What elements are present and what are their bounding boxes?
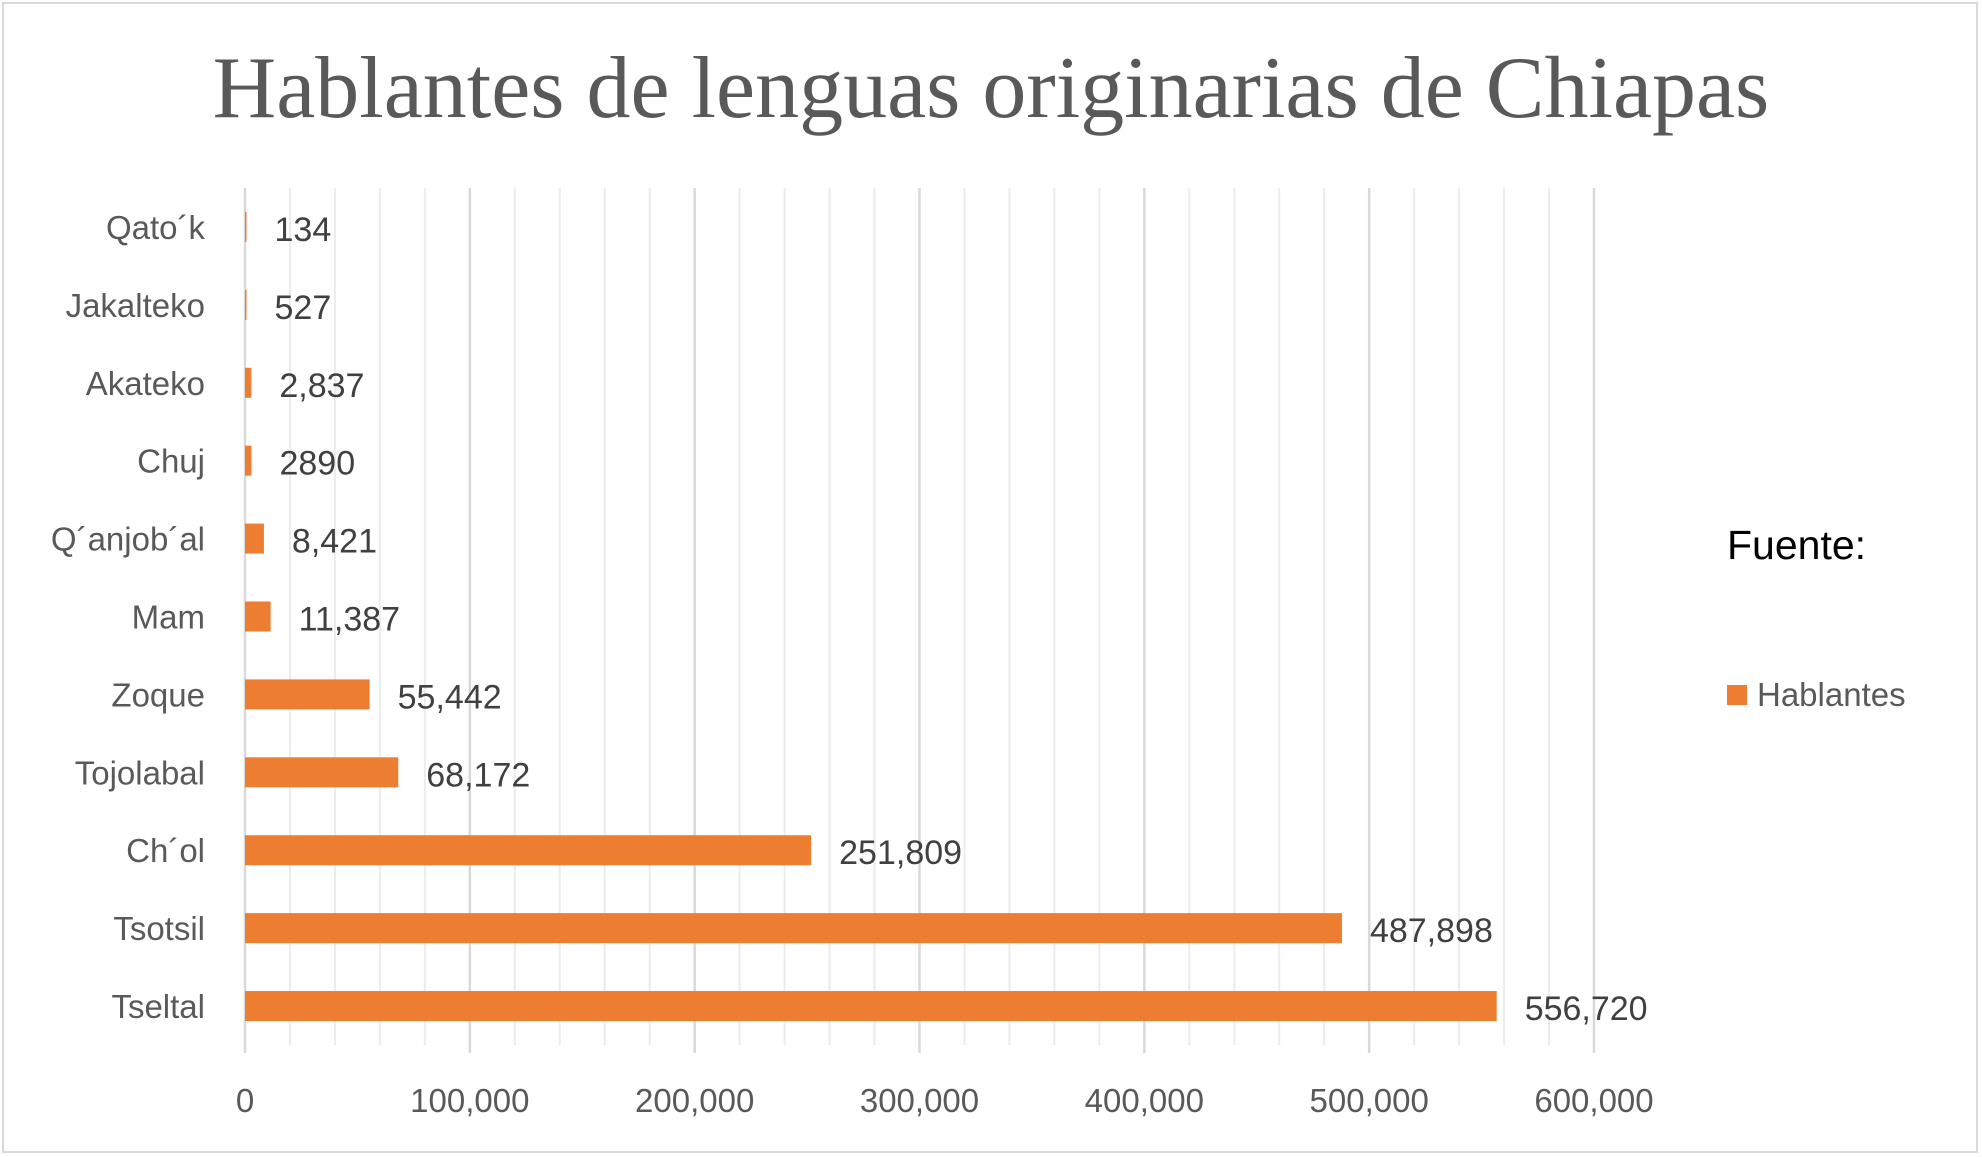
x-tick-label: 0: [236, 1082, 254, 1119]
bar: [245, 367, 252, 398]
data-label: 11,387: [299, 601, 400, 639]
data-label: 556,720: [1525, 990, 1648, 1028]
bar: [245, 289, 247, 320]
x-axis-tick-labels: 0 100,000 200,000 300,000 400,000 500,000 600,…: [236, 1082, 1654, 1119]
x-tick-label: 500,000: [1310, 1082, 1429, 1119]
data-label: 55,442: [398, 678, 502, 716]
data-label: 8,421: [292, 523, 377, 561]
chart-title: Hablantes de lenguas originarias de Chia…: [212, 40, 1770, 137]
bar: [245, 913, 1342, 944]
x-tick-label: 600,000: [1534, 1082, 1653, 1119]
data-labels: 556,720 487,898 251,809 68,172 55,442 11,387 8…: [275, 211, 1648, 1028]
x-tick-label: 200,000: [635, 1082, 754, 1119]
category-label: Jakalteko: [66, 287, 205, 324]
bar: [245, 757, 399, 788]
data-label: 527: [275, 289, 332, 327]
data-label: 251,809: [839, 834, 962, 872]
category-label: Q´anjob´al: [51, 521, 205, 558]
gridlines: [243, 188, 1596, 1053]
data-label: 2890: [279, 445, 355, 483]
data-label: 68,172: [426, 756, 530, 794]
bar: [245, 601, 271, 632]
bar: [245, 835, 812, 866]
data-label: 487,898: [1370, 912, 1493, 950]
category-label: Qato´k: [106, 209, 206, 246]
bars: [245, 211, 1497, 1022]
category-label: Mam: [132, 599, 205, 636]
x-tick-label: 300,000: [860, 1082, 979, 1119]
category-label: Chuj: [137, 443, 205, 480]
legend-swatch: [1727, 685, 1747, 705]
bar: [245, 679, 370, 710]
category-label: Ch´ol: [126, 832, 205, 869]
category-label: Zoque: [111, 676, 205, 713]
x-tick-label: 400,000: [1085, 1082, 1204, 1119]
bar: [245, 523, 264, 554]
bar: [245, 991, 1497, 1022]
category-labels: Tseltal Tsotsil Ch´ol Tojolabal Zoque Mam Q´an…: [51, 209, 206, 1025]
category-label: Tsotsil: [113, 910, 205, 947]
bar: [245, 211, 247, 242]
legend-item-hablantes: Hablantes: [1727, 676, 1906, 714]
category-label: Akateko: [86, 365, 205, 402]
x-tick-label: 100,000: [410, 1082, 529, 1119]
data-label: 2,837: [279, 367, 364, 405]
legend-label: Hablantes: [1757, 676, 1906, 713]
category-label: Tseltal: [111, 988, 205, 1025]
bar: [245, 445, 252, 476]
legend-title: Fuente:: [1727, 522, 1867, 568]
data-label: 134: [275, 211, 332, 249]
category-label: Tojolabal: [75, 754, 205, 791]
